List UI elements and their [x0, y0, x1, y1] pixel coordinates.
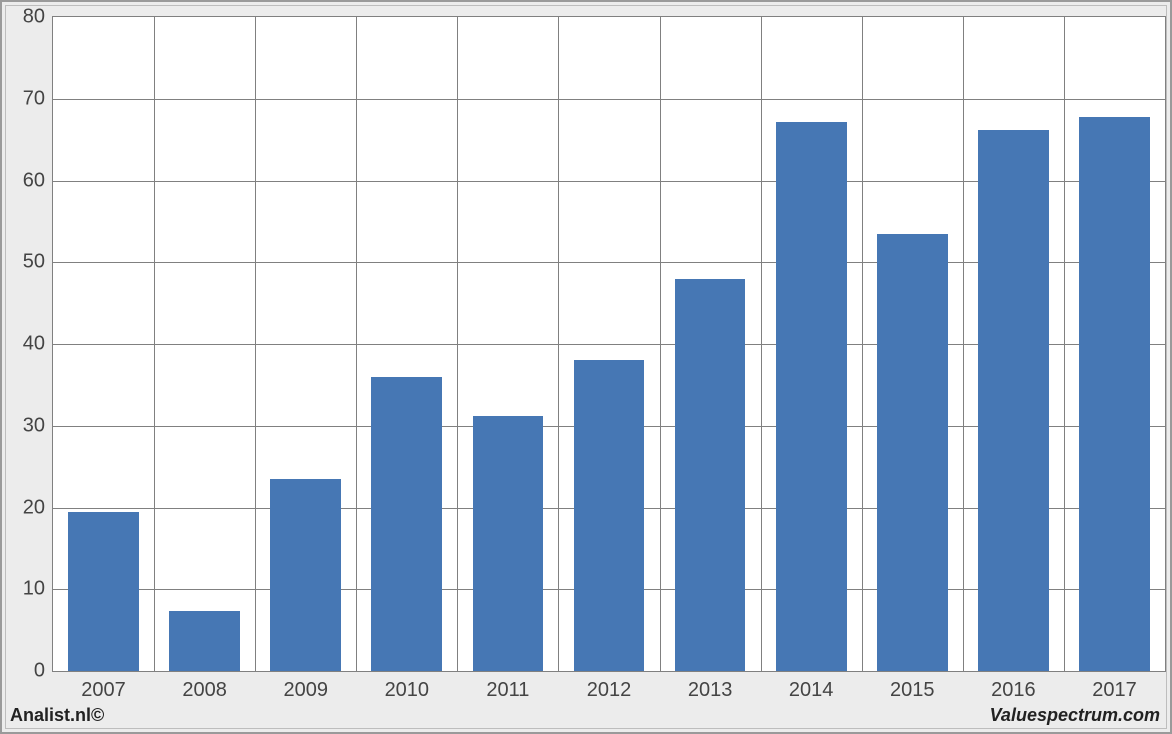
footer-right-label: Valuespectrum.com [990, 705, 1160, 726]
y-axis-tick-label: 50 [23, 251, 53, 274]
bar [270, 479, 341, 671]
x-axis-tick-label: 2017 [1092, 671, 1137, 702]
gridline-vertical [255, 17, 256, 671]
x-axis-tick-label: 2012 [587, 671, 632, 702]
gridline-vertical [963, 17, 964, 671]
y-axis-tick-label: 60 [23, 169, 53, 192]
chart-frame: 0 10 20 30 40 50 60 70 80 2007 2008 2009 2010 2011 201… [0, 0, 1172, 734]
y-axis-tick-label: 20 [23, 496, 53, 519]
bar [675, 279, 746, 671]
y-axis-tick-label: 40 [23, 333, 53, 356]
x-axis-tick-label: 2010 [385, 671, 430, 702]
y-axis-tick-label: 70 [23, 87, 53, 110]
plot-area: 0102030405060708020072008200920102011201… [52, 16, 1166, 672]
x-axis-tick-label: 2007 [81, 671, 126, 702]
x-axis-tick-label: 2008 [182, 671, 227, 702]
y-axis-tick-label: 80 [23, 6, 53, 29]
gridline-vertical [457, 17, 458, 671]
bar [776, 122, 847, 671]
x-axis-tick-label: 2015 [890, 671, 935, 702]
x-axis-tick-label: 2011 [486, 671, 529, 702]
bar [473, 416, 544, 671]
gridline-vertical [356, 17, 357, 671]
x-axis-tick-label: 2013 [688, 671, 733, 702]
x-axis-tick-label: 2009 [283, 671, 328, 702]
gridline-vertical [1064, 17, 1065, 671]
gridline-vertical [558, 17, 559, 671]
y-axis-tick-label: 30 [23, 414, 53, 437]
bar [877, 234, 948, 671]
x-axis-tick-label: 2016 [991, 671, 1036, 702]
bar [1079, 117, 1150, 671]
gridline-vertical [761, 17, 762, 671]
gridline-vertical [862, 17, 863, 671]
chart-inner-frame: 0 10 20 30 40 50 60 70 80 2007 2008 2009 2010 2011 201… [5, 5, 1167, 729]
y-axis-tick-label: 0 [34, 660, 53, 683]
gridline-horizontal [53, 99, 1165, 100]
gridline-vertical [660, 17, 661, 671]
bar [169, 611, 240, 671]
bar [68, 512, 139, 671]
bar [371, 377, 442, 671]
footer-left-label: Analist.nl© [10, 705, 104, 726]
y-axis-tick-label: 10 [23, 578, 53, 601]
x-axis-tick-label: 2014 [789, 671, 834, 702]
gridline-vertical [154, 17, 155, 671]
bar [574, 360, 645, 671]
bar [978, 130, 1049, 671]
